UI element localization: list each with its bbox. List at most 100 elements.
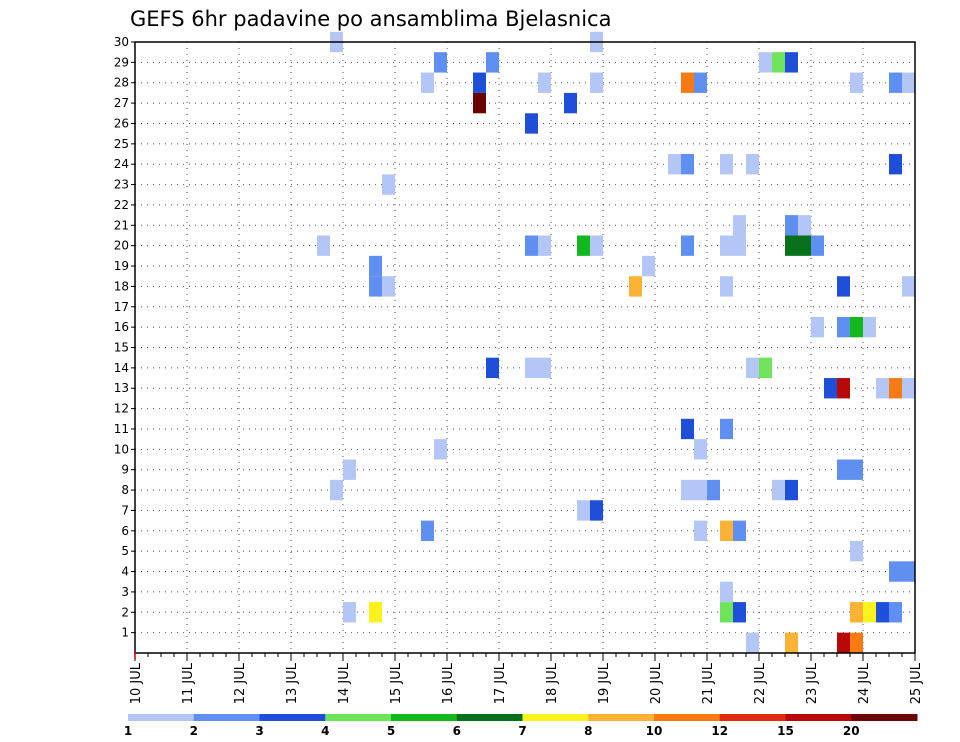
precip-cell (590, 72, 603, 93)
precip-cell (785, 632, 798, 653)
y-tick-label: 23 (114, 178, 129, 192)
precip-cell (889, 72, 902, 93)
precip-cell (382, 276, 395, 297)
precip-cell (746, 154, 759, 175)
colorbar-label: 1 (124, 724, 132, 738)
precip-cell (694, 520, 707, 541)
precip-cell (694, 479, 707, 501)
x-tick-label: 16 JUL (441, 662, 456, 704)
precip-cell (733, 235, 746, 256)
precip-cell (850, 72, 863, 93)
precip-cell (434, 439, 447, 460)
precip-cell (811, 235, 824, 256)
precip-cell (681, 479, 694, 501)
x-axis: 10 JUL 11 JUL 12 JUL 13 JUL 14 JUL 15 JUL 16 J… (129, 651, 924, 704)
y-tick-label: 16 (114, 320, 129, 334)
y-tick-label: 2 (121, 605, 129, 619)
y-tick-label: 26 (114, 116, 129, 130)
precip-cell (733, 520, 746, 541)
precip-cell (694, 439, 707, 460)
precip-cell (486, 52, 499, 73)
y-tick-label: 29 (114, 55, 129, 69)
precip-cell (772, 479, 785, 501)
precip-cell (863, 602, 876, 623)
colorbar: 1 2 3 4 5 6 7 8 10 12 15 20 (124, 714, 918, 738)
colorbar-label: 4 (321, 724, 329, 738)
x-tick-label: 17 JUL (493, 662, 508, 704)
x-tick-label: 15 JUL (389, 662, 404, 704)
y-tick-label: 12 (114, 402, 129, 416)
colorbar-segment (588, 714, 655, 721)
precip-cell (707, 479, 720, 501)
precip-cell (681, 154, 694, 175)
precip-cell (850, 459, 863, 480)
colorbar-segment (522, 714, 589, 721)
x-tick-label: 10 JUL (129, 662, 144, 704)
colorbar-segment (654, 714, 721, 721)
precip-cell (811, 316, 824, 338)
precip-cell (798, 215, 811, 236)
colorbar-label: 5 (387, 724, 395, 738)
precip-cell (720, 602, 733, 623)
precip-cell (330, 479, 343, 501)
colorbar-label: 8 (584, 724, 592, 738)
precip-cell (824, 378, 837, 399)
precip-cell (876, 378, 889, 399)
y-tick-label: 28 (114, 76, 129, 90)
precip-cell (889, 561, 902, 582)
precip-cell (538, 357, 551, 379)
precip-cell (837, 632, 850, 653)
y-tick-label: 15 (114, 341, 129, 355)
x-tick-label: 20 JUL (649, 662, 664, 704)
precip-cell (889, 378, 902, 399)
colorbar-label: 2 (190, 724, 198, 738)
y-tick-label: 24 (114, 157, 129, 171)
precip-cell (733, 602, 746, 623)
x-tick-label: 11 JUL (181, 662, 196, 704)
colorbar-segment (851, 714, 918, 721)
precip-cell (746, 632, 759, 653)
precip-cell (590, 500, 603, 521)
x-tick-label: 19 JUL (597, 662, 612, 704)
precip-cell (681, 235, 694, 256)
precip-cell (889, 154, 902, 175)
y-tick-label: 11 (114, 422, 129, 436)
precip-cell (434, 52, 447, 73)
precip-cell (863, 316, 876, 338)
precip-cell (850, 632, 863, 653)
colorbar-label: 15 (777, 724, 794, 738)
y-tick-label: 1 (121, 626, 129, 640)
precip-cell (473, 92, 486, 114)
precip-cell (642, 255, 655, 277)
precip-cell (629, 276, 642, 297)
colorbar-label: 7 (518, 724, 526, 738)
precip-cell (421, 72, 434, 93)
x-tick-label: 24 JUL (857, 662, 872, 704)
precip-cell (785, 52, 798, 73)
precip-cell (538, 72, 551, 93)
precip-cell (343, 602, 356, 623)
colorbar-segment (719, 714, 786, 721)
y-tick-label: 17 (114, 300, 129, 314)
precip-cell (681, 418, 694, 440)
precip-cell (720, 154, 733, 175)
colorbar-label: 12 (711, 724, 728, 738)
precip-cell (746, 357, 759, 379)
precip-cell (902, 561, 915, 582)
y-tick-label: 19 (114, 259, 129, 273)
y-tick-label: 18 (114, 279, 129, 293)
colorbar-label: 6 (453, 724, 461, 738)
x-tick-label: 23 JUL (805, 662, 820, 704)
precip-cell (577, 500, 590, 521)
precip-cell (343, 459, 356, 480)
colorbar-segment (325, 714, 392, 721)
x-tick-label: 21 JUL (701, 662, 716, 704)
precip-cell (525, 357, 538, 379)
precip-cell (837, 276, 850, 297)
precip-cell (759, 52, 772, 73)
precip-cell (681, 72, 694, 93)
precip-cell (785, 479, 798, 501)
precip-cell (720, 418, 733, 440)
precip-cell (421, 520, 434, 541)
